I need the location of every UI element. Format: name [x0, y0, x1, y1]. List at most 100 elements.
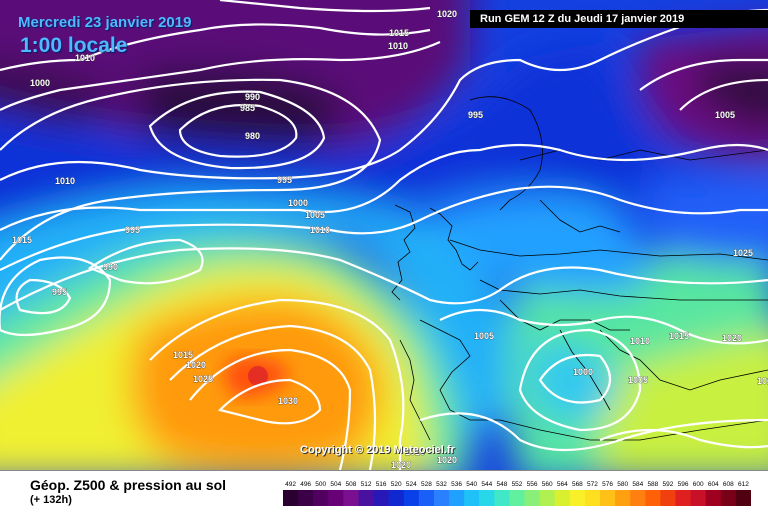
- legend-tick-label: 496: [300, 481, 311, 488]
- legend-swatch: [403, 490, 420, 506]
- legend-swatch: [675, 490, 692, 506]
- isobar-label: 995: [125, 225, 140, 235]
- isobar-label: 1005: [715, 110, 735, 120]
- isobar-label: 1010: [75, 53, 95, 63]
- isobar-label: 1000: [573, 367, 593, 377]
- map-title: Géop. Z500 & pression au sol: [30, 477, 227, 493]
- legend-tick-label: 508: [346, 481, 357, 488]
- legend-tick-label: 600: [693, 481, 704, 488]
- legend-swatch: [705, 490, 722, 506]
- legend-tick-label: 528: [421, 481, 432, 488]
- legend-tick-label: 580: [617, 481, 628, 488]
- legend-swatch: [298, 490, 314, 506]
- isobar-label: 1000: [30, 78, 50, 88]
- legend-tick-label: 588: [647, 481, 658, 488]
- isobar-label: 1005: [305, 210, 325, 220]
- isobar-label: 1020: [405, 447, 425, 457]
- legend-swatch: [554, 490, 571, 506]
- legend-swatch: [720, 490, 737, 506]
- legend-swatch: [343, 490, 359, 506]
- legend-tick-label: 592: [663, 481, 674, 488]
- forecast-date: Mercredi 23 janvier 2019: [18, 14, 192, 31]
- legend-tick-label: 608: [723, 481, 734, 488]
- isobar-label: 1015: [389, 28, 409, 38]
- isobar-label: 1020: [186, 360, 206, 370]
- legend-swatch: [388, 490, 405, 506]
- legend-swatch: [600, 490, 616, 506]
- legend-swatch: [358, 490, 375, 506]
- isobar-label: 995: [52, 287, 67, 297]
- legend-tick-label: 520: [391, 481, 402, 488]
- isobar-label: 1005: [628, 375, 648, 385]
- legend-tick-label: 524: [406, 481, 417, 488]
- forecast-offset: (+ 132h): [30, 494, 72, 506]
- isobar-label: 1025: [733, 248, 753, 258]
- legend-tick-label: 576: [602, 481, 613, 488]
- legend-tick-label: 504: [330, 481, 341, 488]
- isobar-label: 980: [245, 131, 260, 141]
- legend-swatch: [735, 490, 751, 506]
- legend-swatch: [660, 490, 677, 506]
- legend-tick-label: 596: [678, 481, 689, 488]
- color-scale-legend: 492 496 500 504 508 512 516 520 524 528 532 536 540 5…: [283, 481, 751, 506]
- isobar-label: 1020: [391, 460, 411, 470]
- copyright-notice: Copyright © 2019 Meteociel.fr: [300, 444, 455, 456]
- legend-tick-label: 552: [512, 481, 523, 488]
- legend-swatch: [615, 490, 631, 506]
- isobar-label: 1025: [193, 374, 213, 384]
- legend-swatch: [479, 490, 495, 506]
- legend-tick-label: 548: [496, 481, 507, 488]
- legend-swatch: [313, 490, 329, 506]
- legend-swatch: [569, 490, 586, 506]
- model-run-label: Run GEM 12 Z du Jeudi 17 janvier 2019: [470, 10, 768, 28]
- legend-swatch: [645, 490, 661, 506]
- legend-tick-label: 604: [708, 481, 719, 488]
- legend-tick-label: 532: [436, 481, 447, 488]
- legend-swatch: [690, 490, 707, 506]
- isobar-label: 1010: [388, 41, 408, 51]
- legend-tick-label: 568: [572, 481, 583, 488]
- legend-swatch: [509, 490, 526, 506]
- legend-swatch: [328, 490, 344, 506]
- isobar-label: 1015: [173, 350, 193, 360]
- legend-tick-label: 572: [587, 481, 598, 488]
- isobar-label: 1010: [55, 176, 75, 186]
- legend-swatch: [418, 490, 435, 506]
- isobar-label: 1000: [288, 198, 308, 208]
- legend-swatch: [433, 490, 450, 506]
- legend-tick-label: 564: [557, 481, 568, 488]
- legend-tick-label: 544: [481, 481, 492, 488]
- isobar-label: 1015: [12, 235, 32, 245]
- legend-swatch: [449, 490, 465, 506]
- isobar-label: 1005: [474, 331, 494, 341]
- isobar-label: 995: [277, 175, 292, 185]
- isobar-label: 1010: [310, 225, 330, 235]
- legend-tick-label: 556: [527, 481, 538, 488]
- legend-tick-label: 536: [451, 481, 462, 488]
- legend-tick-label: 540: [466, 481, 477, 488]
- isobar-lines: [0, 0, 768, 470]
- legend-tick-label: 584: [632, 481, 643, 488]
- isobar-label: 1020: [722, 333, 742, 343]
- legend-swatch: [283, 490, 299, 506]
- legend-tick-label: 512: [361, 481, 372, 488]
- legend-swatch: [373, 490, 390, 506]
- isobar-label: 1030: [278, 396, 298, 406]
- legend-tick-label: 500: [315, 481, 326, 488]
- legend-swatch: [630, 490, 646, 506]
- isobar-label: 1010: [630, 336, 650, 346]
- legend-tick-label: 560: [542, 481, 553, 488]
- isobar-label: 1020: [437, 9, 457, 19]
- forecast-time: 1:00 locale: [20, 34, 128, 57]
- isobar-label: 1020: [437, 455, 457, 465]
- legend-tick-label: 492: [285, 481, 296, 488]
- legend-swatch: [524, 490, 541, 506]
- isobar-label: 995: [468, 110, 483, 120]
- isobar-label: 1015: [669, 331, 689, 341]
- isobar-label: 990: [103, 262, 118, 272]
- legend-tick-label: 612: [738, 481, 749, 488]
- isobar-label: 102: [757, 376, 768, 386]
